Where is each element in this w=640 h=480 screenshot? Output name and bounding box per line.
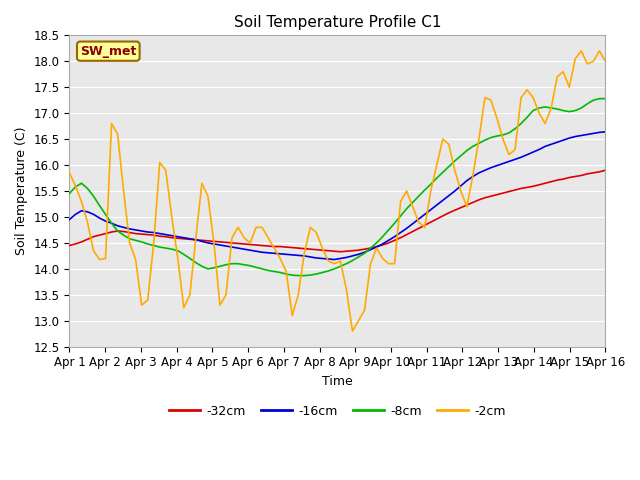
X-axis label: Time: Time	[322, 375, 353, 388]
Title: Soil Temperature Profile C1: Soil Temperature Profile C1	[234, 15, 441, 30]
Y-axis label: Soil Temperature (C): Soil Temperature (C)	[15, 127, 28, 255]
Legend: -32cm, -16cm, -8cm, -2cm: -32cm, -16cm, -8cm, -2cm	[164, 400, 511, 423]
Text: SW_met: SW_met	[80, 45, 136, 58]
